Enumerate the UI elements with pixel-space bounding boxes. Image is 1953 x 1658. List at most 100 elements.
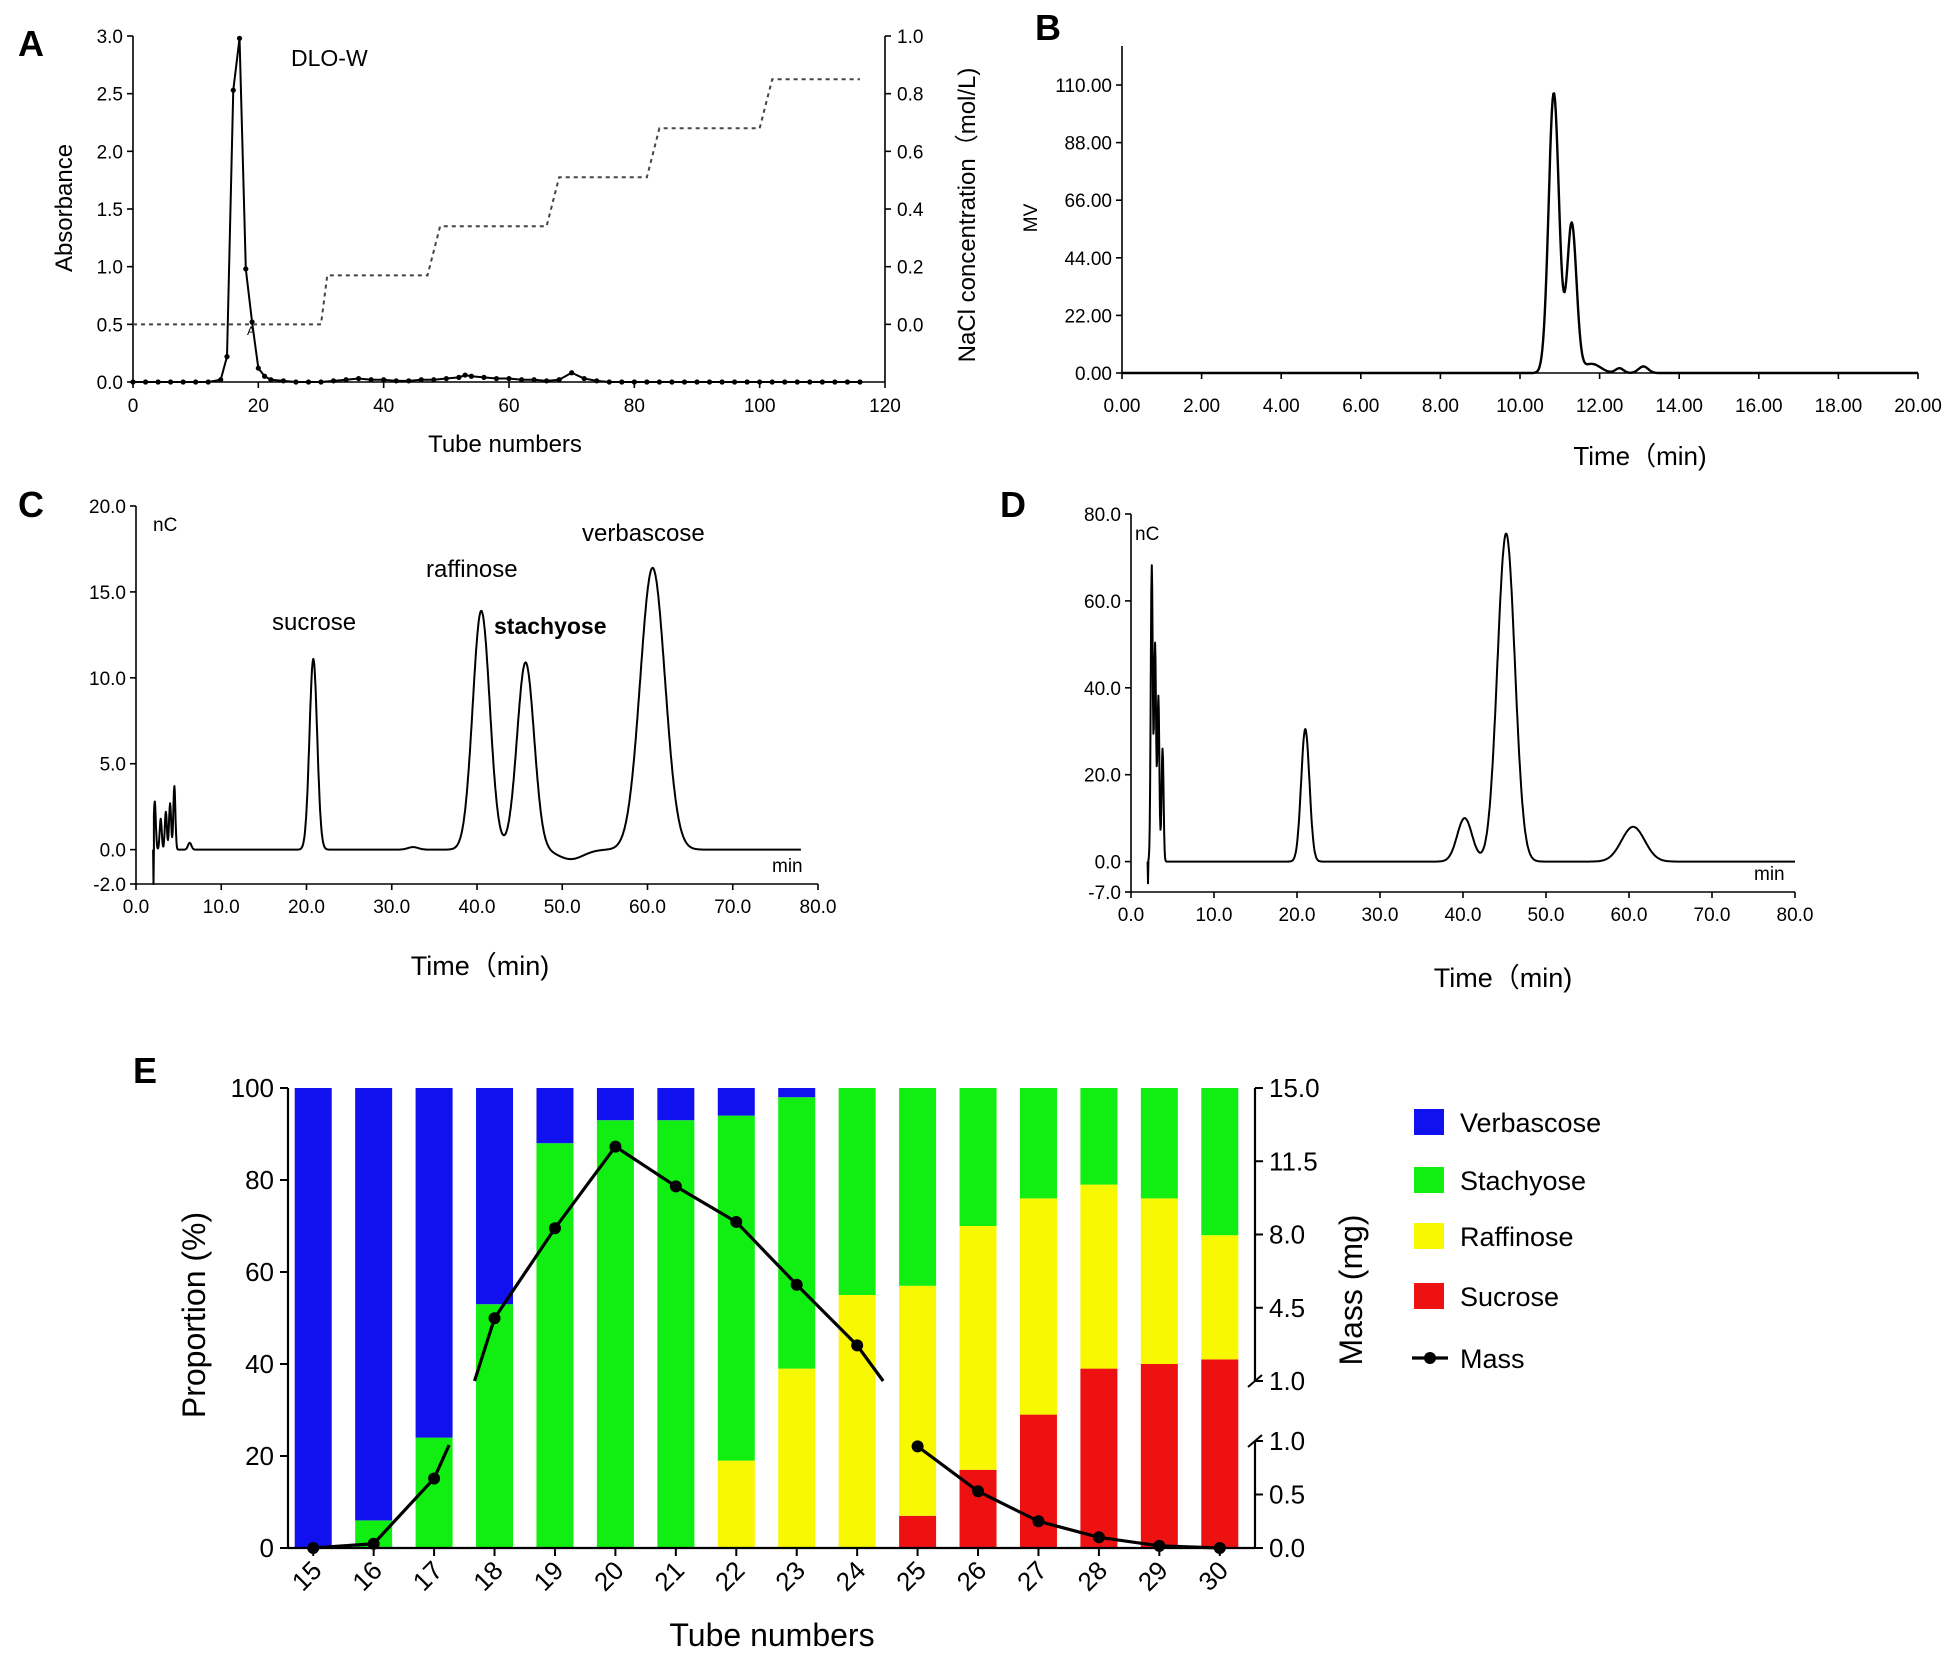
x-tick-label-a: 100	[744, 396, 776, 417]
absorbance-point	[581, 375, 587, 382]
y2-tick-label-a: 0.2	[897, 258, 923, 279]
y-axis-label-b: MV	[1021, 203, 1042, 232]
absorbance-point	[631, 379, 637, 385]
absorbance-point	[531, 377, 537, 383]
absorbance-point	[236, 35, 243, 41]
nacl-gradient-line	[133, 78, 860, 326]
absorbance-point	[205, 379, 211, 385]
bar-stachyose	[899, 1088, 937, 1286]
x-tick-label-d: 60.0	[1611, 905, 1648, 926]
absorbance-point	[481, 374, 487, 380]
y-tick-label-b: 66.00	[1064, 191, 1112, 212]
absorbance-point	[230, 87, 236, 93]
absorbance-point	[844, 379, 851, 385]
y-tick-label-b: 88.00	[1064, 134, 1112, 155]
x-tick-label-b: 18.00	[1815, 396, 1863, 417]
panel-b: B Time（min) MV 0.00 2.00 4.00 6.00 8.00 10.00…	[1021, 7, 1942, 471]
chromatogram-trace-d	[1146, 532, 1796, 885]
x-tick-label-b: 2.00	[1183, 396, 1220, 417]
absorbance-point	[330, 378, 337, 384]
absorbance-point	[594, 378, 600, 384]
y-tick-label-c: 5.0	[100, 755, 126, 776]
absorbance-point	[832, 379, 838, 385]
bar-raffinose	[1201, 1235, 1239, 1360]
absorbance-point	[193, 379, 199, 385]
absorbance-point	[406, 378, 412, 384]
absorbance-point	[243, 266, 249, 272]
y2-tick-label-e: 0.5	[1269, 1480, 1305, 1510]
bar-stachyose	[717, 1115, 755, 1461]
absorbance-point	[506, 375, 512, 382]
bar-stachyose	[1140, 1088, 1178, 1199]
mass-point	[428, 1472, 441, 1485]
y2-tick-label-a: 1.0	[897, 27, 923, 48]
y2-tick-label-e: 11.5	[1269, 1146, 1318, 1176]
legend-swatch-verbascose	[1414, 1109, 1444, 1135]
y2-tick-label-e: 15.0	[1269, 1073, 1320, 1103]
absorbance-point	[819, 379, 825, 385]
legend-label-sucrose: Sucrose	[1460, 1282, 1559, 1312]
x-tick-label-e: 22	[709, 1555, 751, 1597]
x-tick-label-e: 18	[467, 1555, 509, 1597]
mass-point	[609, 1140, 622, 1153]
mass-point	[1032, 1515, 1045, 1528]
bar-verbascose	[778, 1088, 816, 1098]
absorbance-point	[356, 375, 362, 382]
absorbance-point	[493, 375, 500, 382]
bar-stachyose	[476, 1304, 514, 1548]
mass-point	[730, 1215, 743, 1228]
legend-label-raffinose: Raffinose	[1460, 1222, 1574, 1252]
absorbance-point	[155, 379, 161, 385]
annotation-verbascose: verbascose	[582, 520, 705, 547]
x-tick-label-c: 80.0	[800, 897, 837, 918]
x-axis-label-d: Time（min)	[1434, 963, 1573, 993]
mass-point	[488, 1312, 501, 1325]
y-tick-label-a: 0.0	[97, 373, 123, 394]
annotation-sucrose: sucrose	[272, 609, 356, 636]
absorbance-point	[544, 378, 550, 384]
bar-verbascose	[596, 1088, 634, 1121]
y-tick-label-a: 2.0	[97, 142, 123, 163]
x-tick-label-a: 0	[128, 396, 139, 417]
x-axis-label-a: Tube numbers	[428, 431, 582, 458]
y2-tick-label-a: 0.6	[897, 142, 923, 163]
mass-point	[1213, 1542, 1226, 1554]
absorbance-point	[142, 379, 149, 385]
x-unit-d: min	[1754, 864, 1785, 885]
bar-stachyose	[838, 1088, 876, 1295]
absorbance-point	[130, 379, 136, 385]
absorbance-point	[280, 378, 286, 384]
absorbance-point	[168, 379, 174, 385]
y-tick-label-e: 0	[260, 1533, 274, 1563]
x-axis-label-e: Tube numbers	[669, 1617, 874, 1653]
absorbance-point	[218, 377, 224, 383]
absorbance-point	[732, 379, 738, 385]
absorbance-point	[224, 354, 230, 360]
absorbance-point	[305, 379, 312, 385]
x-tick-label-e: 23	[769, 1555, 811, 1597]
absorbance-line	[133, 37, 860, 383]
absorbance-point	[857, 379, 863, 385]
bar-stachyose	[959, 1088, 997, 1226]
legend-swatch-raffinose	[1414, 1223, 1444, 1249]
bar-verbascose	[415, 1088, 453, 1438]
x-tick-label-e: 28	[1071, 1555, 1113, 1597]
x-tick-label-c: 20.0	[288, 897, 325, 918]
x-tick-label-b: 0.00	[1104, 396, 1141, 417]
x-tick-label-c: 0.0	[123, 897, 149, 918]
panel-letter-d: D	[1000, 484, 1026, 525]
x-tick-label-d: 30.0	[1362, 905, 1399, 926]
bar-verbascose	[536, 1088, 574, 1144]
absorbance-point	[255, 365, 261, 371]
absorbance-point	[418, 377, 424, 383]
absorbance-point	[681, 379, 688, 385]
bar-raffinose	[1019, 1198, 1057, 1415]
x-tick-label-a: 60	[498, 396, 519, 417]
bar-raffinose	[1080, 1184, 1118, 1369]
x-tick-label-e: 29	[1132, 1555, 1174, 1597]
y2-axis-label-e: Mass (mg)	[1333, 1214, 1369, 1365]
x-tick-label-b: 12.00	[1576, 396, 1624, 417]
y-tick-label-b: 22.00	[1064, 306, 1112, 327]
x-tick-label-b: 14.00	[1655, 396, 1703, 417]
annotation-raffinose: raffinose	[426, 556, 518, 583]
